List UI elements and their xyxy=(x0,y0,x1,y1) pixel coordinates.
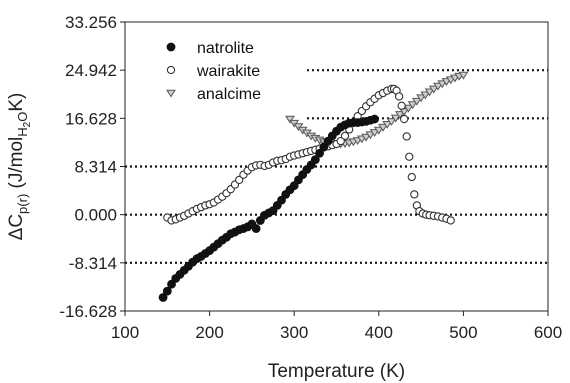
analcime-point xyxy=(403,104,414,113)
wairakite-point xyxy=(340,131,350,141)
legend-item-wairakite: wairakite xyxy=(166,63,260,80)
natrolite-point xyxy=(319,142,329,152)
natrolite-point xyxy=(289,181,299,191)
legend-item-natrolite: natrolite xyxy=(166,40,254,57)
wairakite-point xyxy=(235,175,244,185)
y-tick-label: 33.256 xyxy=(65,13,117,32)
legend-item-analcime: analcime xyxy=(166,86,261,103)
legend-label-analcime: analcime xyxy=(197,86,261,103)
wairakite-point xyxy=(336,136,345,146)
analcime-point xyxy=(411,97,422,106)
analcime-point xyxy=(428,85,439,94)
x-tick-label: 100 xyxy=(111,323,139,342)
analcime-point xyxy=(378,123,388,132)
wairakite-point xyxy=(405,152,414,161)
analcime-point xyxy=(458,71,469,80)
analcime-point xyxy=(416,94,427,103)
y-axis-label-sub2: H xyxy=(15,127,30,136)
analcime-point xyxy=(365,131,376,140)
analcime-point xyxy=(395,111,405,119)
data-series xyxy=(158,71,469,302)
analcime-point xyxy=(369,129,380,137)
legend: natrolite wairakite analcime xyxy=(166,40,261,103)
analcime-point xyxy=(361,133,372,142)
wairakite-point xyxy=(394,92,404,101)
x-tick-label: 500 xyxy=(449,323,477,342)
y-tick-label: 16.628 xyxy=(65,109,117,128)
analcime-point xyxy=(407,101,418,110)
y-tick-label: 24.942 xyxy=(65,61,117,80)
y-axis-label-sub3: 2 xyxy=(22,121,33,127)
analcime-point xyxy=(382,120,393,129)
x-tick-label: 400 xyxy=(365,323,393,342)
analcime-point xyxy=(437,80,448,89)
wairakite-point xyxy=(402,132,411,141)
y-tick-label: -8.314 xyxy=(69,254,117,273)
analcime-point xyxy=(433,82,443,91)
y-axis-label: ΔCp(r) (J/molH2OK) xyxy=(6,93,33,241)
legend-marker-natrolite xyxy=(166,42,176,52)
natrolite-point xyxy=(251,224,261,233)
y-axis-label-prefix: ΔC xyxy=(6,214,27,240)
natrolite-point xyxy=(277,195,286,205)
natrolite-point xyxy=(158,293,168,302)
gridlines xyxy=(125,69,548,264)
natrolite-point xyxy=(167,279,176,289)
legend-marker-wairakite xyxy=(166,65,176,75)
y-axis-label-sub1: p(r) xyxy=(15,194,30,214)
analcime-point xyxy=(420,91,431,100)
natrolite-point xyxy=(370,114,379,124)
y-tick-label: -16.628 xyxy=(59,302,117,321)
wairakite-point xyxy=(397,101,406,110)
x-tick-label: 600 xyxy=(534,323,562,342)
y-axis-label-sub4: O xyxy=(15,112,30,122)
x-tick-label: 200 xyxy=(195,323,223,342)
series-natrolite xyxy=(158,114,379,302)
analcime-point xyxy=(386,118,397,126)
wairakite-point xyxy=(400,114,409,124)
x-axis-label: Temperature (K) xyxy=(268,361,405,382)
analcime-point xyxy=(285,115,295,124)
x-tick-label: 300 xyxy=(280,323,308,342)
y-tick-label: 0.000 xyxy=(74,206,117,225)
wairakite-point xyxy=(410,190,419,199)
natrolite-point xyxy=(310,155,320,165)
legend-marker-analcime xyxy=(166,89,176,98)
analcime-point xyxy=(373,126,384,135)
natrolite-point xyxy=(315,148,324,158)
natrolite-point xyxy=(162,286,172,296)
analcime-point xyxy=(390,114,401,123)
axis-ticks: -16.628 -8.314 0.000 8.314 16.628 24.942 33.25… xyxy=(59,13,562,342)
wairakite-point xyxy=(407,172,416,182)
wairakite-point xyxy=(446,216,455,225)
y-axis-label-mid: (J/mol xyxy=(6,137,27,194)
legend-label-natrolite: natrolite xyxy=(197,40,254,57)
y-tick-label: 8.314 xyxy=(74,158,117,177)
analcime-point xyxy=(424,88,435,97)
series-analcime xyxy=(285,71,469,149)
y-axis-label-suffix: K) xyxy=(6,93,27,112)
legend-label-wairakite: wairakite xyxy=(196,63,260,80)
